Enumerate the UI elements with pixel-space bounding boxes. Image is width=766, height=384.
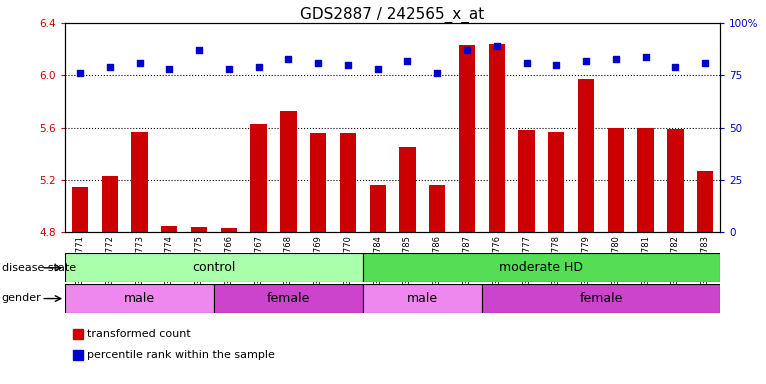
Bar bbox=[667, 129, 683, 232]
Bar bbox=[340, 133, 356, 232]
Bar bbox=[191, 227, 208, 232]
Bar bbox=[429, 185, 445, 232]
Bar bbox=[459, 45, 475, 232]
Point bbox=[640, 53, 652, 60]
Point bbox=[431, 70, 444, 76]
Bar bbox=[697, 171, 713, 232]
Bar bbox=[399, 147, 416, 232]
Text: disease state: disease state bbox=[2, 263, 76, 273]
Text: female: female bbox=[579, 292, 623, 305]
Text: gender: gender bbox=[2, 293, 41, 303]
Bar bbox=[489, 44, 505, 232]
Point bbox=[342, 62, 354, 68]
Point bbox=[669, 64, 682, 70]
Point bbox=[610, 56, 622, 62]
Bar bbox=[65, 253, 363, 282]
Bar bbox=[637, 127, 654, 232]
Point bbox=[282, 56, 294, 62]
Bar bbox=[482, 284, 720, 313]
Bar bbox=[519, 130, 535, 232]
Text: transformed count: transformed count bbox=[87, 329, 190, 339]
Point bbox=[520, 60, 532, 66]
Point bbox=[163, 66, 175, 72]
Bar bbox=[280, 111, 296, 232]
Point bbox=[312, 60, 324, 66]
Bar bbox=[363, 253, 720, 282]
Bar bbox=[161, 226, 178, 232]
Point bbox=[461, 47, 473, 53]
Point bbox=[491, 43, 503, 49]
Point bbox=[372, 66, 384, 72]
Point bbox=[253, 64, 265, 70]
Bar bbox=[363, 284, 482, 313]
Bar bbox=[250, 124, 267, 232]
Bar bbox=[72, 187, 88, 232]
Point bbox=[223, 66, 235, 72]
Bar bbox=[310, 133, 326, 232]
Point bbox=[74, 70, 86, 76]
Point bbox=[133, 60, 146, 66]
Point bbox=[193, 47, 205, 53]
Point bbox=[401, 58, 414, 64]
Bar bbox=[607, 127, 624, 232]
Text: moderate HD: moderate HD bbox=[499, 262, 584, 274]
Bar bbox=[65, 284, 214, 313]
Point bbox=[699, 60, 712, 66]
Bar bbox=[102, 176, 118, 232]
Bar bbox=[214, 284, 363, 313]
Text: control: control bbox=[192, 262, 236, 274]
Title: GDS2887 / 242565_x_at: GDS2887 / 242565_x_at bbox=[300, 7, 485, 23]
Text: female: female bbox=[267, 292, 310, 305]
Bar bbox=[221, 228, 237, 232]
Point bbox=[550, 62, 562, 68]
Point bbox=[103, 64, 116, 70]
Point bbox=[580, 58, 592, 64]
Bar bbox=[578, 79, 594, 232]
Text: percentile rank within the sample: percentile rank within the sample bbox=[87, 350, 274, 360]
Bar bbox=[548, 132, 565, 232]
Bar bbox=[369, 185, 386, 232]
Text: male: male bbox=[124, 292, 155, 305]
Text: male: male bbox=[407, 292, 438, 305]
Bar bbox=[131, 132, 148, 232]
